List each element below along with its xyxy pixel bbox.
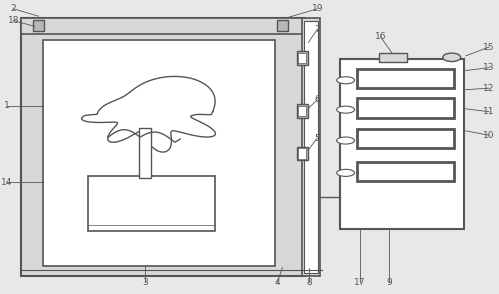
Bar [298, 53, 306, 63]
Bar [297, 147, 308, 160]
Text: 13: 13 [484, 63, 495, 72]
Bar [33, 20, 44, 31]
Text: 17: 17 [354, 278, 365, 287]
Text: 5: 5 [314, 134, 320, 143]
Bar [380, 53, 407, 62]
Text: 15: 15 [484, 43, 495, 51]
Text: 4: 4 [274, 278, 280, 287]
Ellipse shape [337, 77, 355, 84]
Text: 1: 1 [4, 101, 10, 110]
Bar [298, 148, 306, 159]
Bar [357, 162, 454, 181]
Bar [340, 59, 464, 229]
Bar [357, 129, 454, 148]
Text: 9: 9 [387, 278, 392, 287]
Bar [304, 21, 318, 273]
Bar [298, 106, 306, 116]
Bar [21, 18, 305, 34]
Bar [297, 104, 308, 118]
Text: 19: 19 [311, 4, 323, 13]
Bar [357, 98, 454, 118]
Text: 10: 10 [484, 131, 495, 140]
Ellipse shape [443, 53, 461, 61]
Bar [297, 51, 308, 65]
Text: 14: 14 [1, 178, 12, 187]
Text: 16: 16 [375, 32, 386, 41]
Bar [277, 20, 288, 31]
Text: 6: 6 [314, 96, 320, 104]
Text: 3: 3 [143, 278, 148, 287]
Bar [357, 69, 454, 88]
Bar [21, 18, 305, 276]
Text: 7: 7 [314, 25, 320, 34]
Bar [139, 128, 151, 178]
Ellipse shape [337, 106, 355, 113]
Ellipse shape [337, 169, 355, 176]
Bar [302, 18, 320, 276]
Text: 2: 2 [10, 4, 16, 13]
Ellipse shape [337, 137, 355, 144]
Bar [88, 176, 215, 231]
Text: 18: 18 [8, 16, 19, 25]
Text: 8: 8 [306, 278, 312, 287]
Text: 11: 11 [484, 107, 495, 116]
Bar [43, 40, 275, 266]
Text: 12: 12 [484, 84, 495, 93]
